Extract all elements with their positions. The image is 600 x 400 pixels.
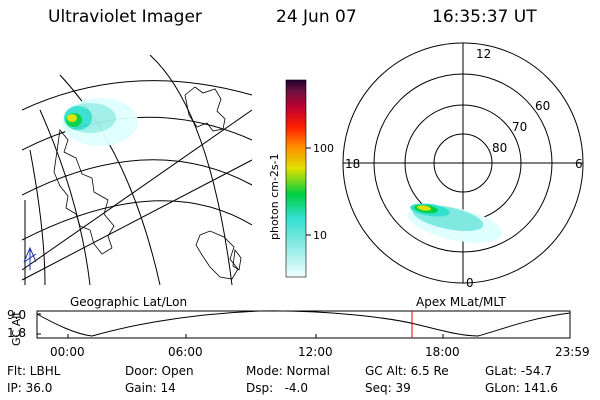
x-tick-label-00: 00:00: [50, 345, 85, 359]
altitude-ylabel: GC Alt: [10, 311, 23, 346]
coastline: [53, 129, 115, 255]
mlt-label-18: 18: [345, 157, 360, 171]
status-dsp: Dsp: -4.0: [246, 381, 309, 395]
coastline: [232, 248, 242, 271]
status-door: Door: Open: [125, 364, 194, 378]
status-glat: GLat: -54.7: [485, 364, 552, 378]
colorbar-tick-100: 100: [313, 142, 334, 155]
status-gc-alt: GC Alt: 6.5 Re: [365, 364, 449, 378]
lat-label-70: 70: [512, 120, 527, 134]
x-tick-label-12: 12:00: [298, 345, 333, 359]
lon-line: [39, 109, 91, 286]
date-label: 24 Jun 07: [276, 7, 357, 27]
aurora-polar: [407, 203, 503, 243]
pole-marker: [23, 246, 37, 270]
mlt-label-12: 12: [476, 47, 491, 61]
lat-label-80: 80: [492, 141, 507, 155]
lon-line: [29, 149, 46, 286]
aurora-geographic: [62, 98, 138, 146]
mlt-label-0: 0: [466, 276, 474, 290]
mlt-label-6: 6: [575, 157, 583, 171]
lon-line: [149, 55, 233, 286]
x-tick-label-06: 06:00: [168, 345, 203, 359]
y-tick-label-9: 9.0: [7, 308, 26, 322]
altitude-curve: [36, 310, 571, 337]
color-gradient: [285, 79, 307, 278]
lon-line: [22, 159, 252, 281]
lat-label-60: 60: [535, 99, 550, 113]
time-label: 16:35:37 UT: [432, 7, 537, 27]
instrument-title: Ultraviolet Imager: [48, 7, 202, 27]
lat-line: [22, 80, 252, 111]
coastline: [184, 86, 226, 132]
status-seq: Seq: 39: [365, 381, 411, 395]
coastline: [195, 230, 239, 280]
colorbar-tick-10: 10: [313, 229, 327, 242]
y-tick-label-1_8: 1.8: [7, 326, 26, 340]
x-tick-label-2359: 23:59: [555, 345, 590, 359]
geographic-title: Geographic Lat/Lon: [70, 295, 188, 309]
apex-title: Apex MLat/MLT: [416, 295, 506, 309]
x-tick-label-18: 18:00: [425, 345, 460, 359]
status-ip: IP: 36.0: [7, 381, 53, 395]
status-flt: Flt: LBHL: [7, 364, 61, 378]
colorbar-unit-label: photon cm-2s-1: [268, 153, 281, 240]
lat-line: [22, 200, 252, 241]
status-glon: GLon: 141.6: [485, 381, 558, 395]
lon-line: [22, 109, 252, 271]
status-gain: Gain: 14: [125, 381, 176, 395]
altitude-frame: [36, 310, 571, 339]
status-mode: Mode: Normal: [246, 364, 330, 378]
lon-line: [59, 74, 161, 286]
